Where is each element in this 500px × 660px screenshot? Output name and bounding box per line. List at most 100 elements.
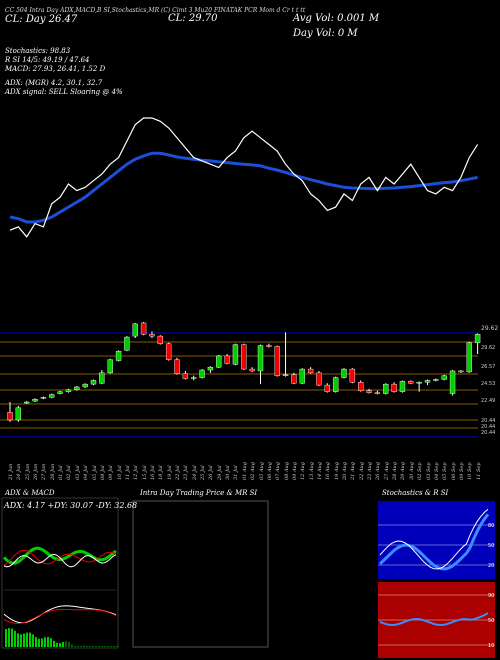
candle	[391, 383, 397, 392]
adx-line	[3, 553, 117, 568]
macd-histogram-bar	[68, 642, 70, 647]
macd-histogram-bar	[26, 632, 28, 647]
macd-histogram-bar	[5, 629, 7, 647]
candle	[282, 374, 289, 376]
macd-histogram-bar	[95, 646, 97, 647]
candle	[15, 407, 22, 421]
macd-histogram-bar	[11, 628, 13, 647]
candle	[49, 394, 55, 398]
moving-average-line	[9, 151, 478, 224]
header-top-line: CC 504 Intra Day ADX,MACD,B SI,Stochasti…	[5, 7, 306, 14]
stoch-d-line	[378, 513, 490, 571]
adx-readout: ADX: (MGR) 4.2, 30.1, 32.7	[5, 79, 103, 87]
candle	[299, 368, 305, 384]
close-label: CL: 29.70	[168, 13, 218, 24]
candle	[249, 368, 255, 372]
adx-macd-title: ADX & MACD	[5, 489, 55, 497]
macd-readout: MACD: 27.93, 26.41, 1.52 D	[5, 65, 106, 73]
macd-histogram-bar	[86, 645, 88, 647]
day-volume: Day Vol: 0 M	[293, 28, 358, 39]
macd-histogram-bar	[41, 638, 43, 647]
candle	[207, 367, 214, 371]
price-label: 20.44	[481, 430, 496, 436]
macd-histogram-bar	[83, 645, 85, 647]
candle	[433, 379, 439, 381]
candle	[324, 384, 330, 392]
macd-histogram-bar	[35, 637, 37, 647]
price-label: 29.62	[481, 345, 496, 351]
candle	[266, 345, 272, 347]
candle	[383, 383, 389, 394]
candle	[199, 369, 205, 378]
macd-histogram-bar	[56, 642, 58, 647]
candle	[7, 412, 13, 421]
candle	[424, 380, 431, 383]
macd-histogram-bar	[17, 633, 19, 647]
macd-histogram-bar	[32, 634, 34, 647]
candle	[107, 359, 113, 374]
candle	[257, 345, 264, 372]
candle	[124, 336, 130, 351]
macd-histogram-bar	[38, 638, 40, 647]
intraday-title: Intra Day Trading Price & MR SI	[140, 489, 258, 497]
candle	[99, 372, 105, 384]
candle	[458, 370, 464, 373]
candle	[182, 373, 189, 379]
macd-histogram-bar	[47, 636, 49, 647]
price-label: 26.57	[481, 364, 496, 370]
rsi-scale-label: 50	[488, 618, 494, 624]
macd-histogram-bar	[50, 638, 52, 647]
candle	[149, 334, 155, 337]
macd-histogram-bar	[80, 646, 82, 647]
stoch-scale-label: 20	[488, 563, 494, 569]
macd-histogram-bar	[101, 646, 103, 647]
candle	[307, 368, 314, 374]
macd-histogram-bar	[116, 646, 118, 647]
candle	[157, 335, 164, 344]
adx-signal: ADX signal: SELL Sloaring @ 4%	[5, 88, 123, 96]
rsi-scale-label: 10	[488, 643, 494, 649]
macd-histogram-bar	[44, 637, 46, 647]
macd-histogram-bar	[77, 646, 79, 647]
candle	[374, 392, 381, 394]
price-label: 22.49	[481, 398, 496, 404]
candle	[90, 380, 97, 385]
candle	[165, 343, 172, 360]
day-value: 26.47	[48, 14, 78, 25]
macd-histogram-bar	[20, 634, 22, 647]
macd-histogram-bar	[74, 646, 76, 647]
candle	[316, 372, 322, 386]
candle	[232, 344, 239, 365]
day-label-text: CL: Day	[5, 14, 46, 25]
avg-volume: Avg Vol: 0.001 M	[293, 13, 380, 24]
macd-histogram-bar	[113, 646, 115, 647]
day-label: CL: Day 26.47	[5, 14, 77, 25]
candle	[274, 346, 280, 376]
candle	[474, 334, 481, 343]
rsi-line	[379, 612, 489, 627]
macd-histogram-bar	[71, 644, 73, 647]
candle	[74, 386, 80, 391]
candle	[466, 342, 472, 373]
macd-histogram-bar	[104, 646, 106, 647]
macd-histogram-bar	[92, 646, 94, 647]
price-label: 20.44	[481, 418, 496, 424]
stoch-scale-label: 50	[488, 543, 494, 549]
candle	[65, 389, 72, 392]
macd-histogram-bar	[107, 646, 109, 647]
macd-histogram-bar	[110, 646, 112, 647]
candle	[332, 377, 339, 392]
macd-histogram-bar	[65, 641, 67, 647]
adx-values: ADX: 4.17 +DY: 30.07 -DY: 32.68	[4, 501, 138, 510]
candle	[57, 391, 63, 394]
rsi-readout: R SI 14/5: 49.19 / 47.64	[5, 56, 90, 64]
candle	[241, 344, 247, 370]
candle	[174, 359, 180, 374]
candle	[224, 355, 230, 364]
price-label: 20.44	[481, 424, 496, 430]
candle	[115, 350, 122, 361]
candle	[408, 381, 414, 384]
adx-macd-panel	[1, 497, 119, 649]
macd-histogram-bar	[98, 646, 100, 647]
